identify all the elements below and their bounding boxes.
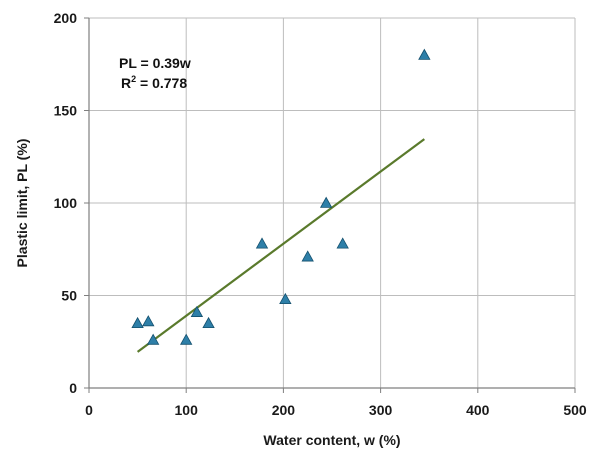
x-tick-label: 500 (563, 402, 587, 418)
data-point-marker (190, 305, 204, 317)
x-tick-label: 200 (272, 402, 296, 418)
y-tick-label: 100 (54, 195, 78, 211)
r-squared-value: = 0.778 (136, 75, 187, 91)
grid (89, 17, 576, 388)
x-axis-title: Water content, w (%) (263, 432, 400, 448)
data-point-marker (180, 333, 193, 345)
data-point-marker (142, 315, 155, 327)
data-point-marker (202, 316, 215, 329)
y-tick-label: 200 (54, 10, 78, 26)
x-tick-labels: 0 100 200 300 400 500 (85, 402, 587, 418)
r-squared-label: R (121, 75, 131, 91)
y-tick-label: 150 (54, 103, 78, 119)
y-tick-label: 0 (69, 380, 77, 396)
data-point-marker (131, 316, 144, 329)
r-squared-superscript: 2 (131, 74, 136, 84)
x-tick-label: 100 (175, 402, 199, 418)
axes (84, 17, 576, 393)
x-tick-label: 400 (466, 402, 490, 418)
equation-annotation: PL = 0.39w (119, 55, 191, 71)
data-point-marker (336, 237, 349, 249)
y-tick-label: 50 (61, 288, 77, 304)
y-axis-title: Plastic limit, PL (%) (14, 139, 30, 268)
y-tick-labels: 0 50 100 150 200 (54, 10, 78, 396)
data-point-marker (301, 250, 314, 262)
data-point-marker (319, 196, 333, 208)
data-point-marker (418, 48, 431, 60)
data-point-marker (146, 333, 160, 345)
trendline-group (136, 138, 425, 353)
r-squared-annotation: R2 = 0.778 (121, 74, 187, 91)
x-tick-label: 300 (369, 402, 393, 418)
data-point-marker (279, 292, 292, 305)
x-tick-label: 0 (85, 402, 93, 418)
trendline (136, 138, 425, 353)
data-points (131, 48, 431, 345)
data-point-marker (255, 237, 269, 249)
